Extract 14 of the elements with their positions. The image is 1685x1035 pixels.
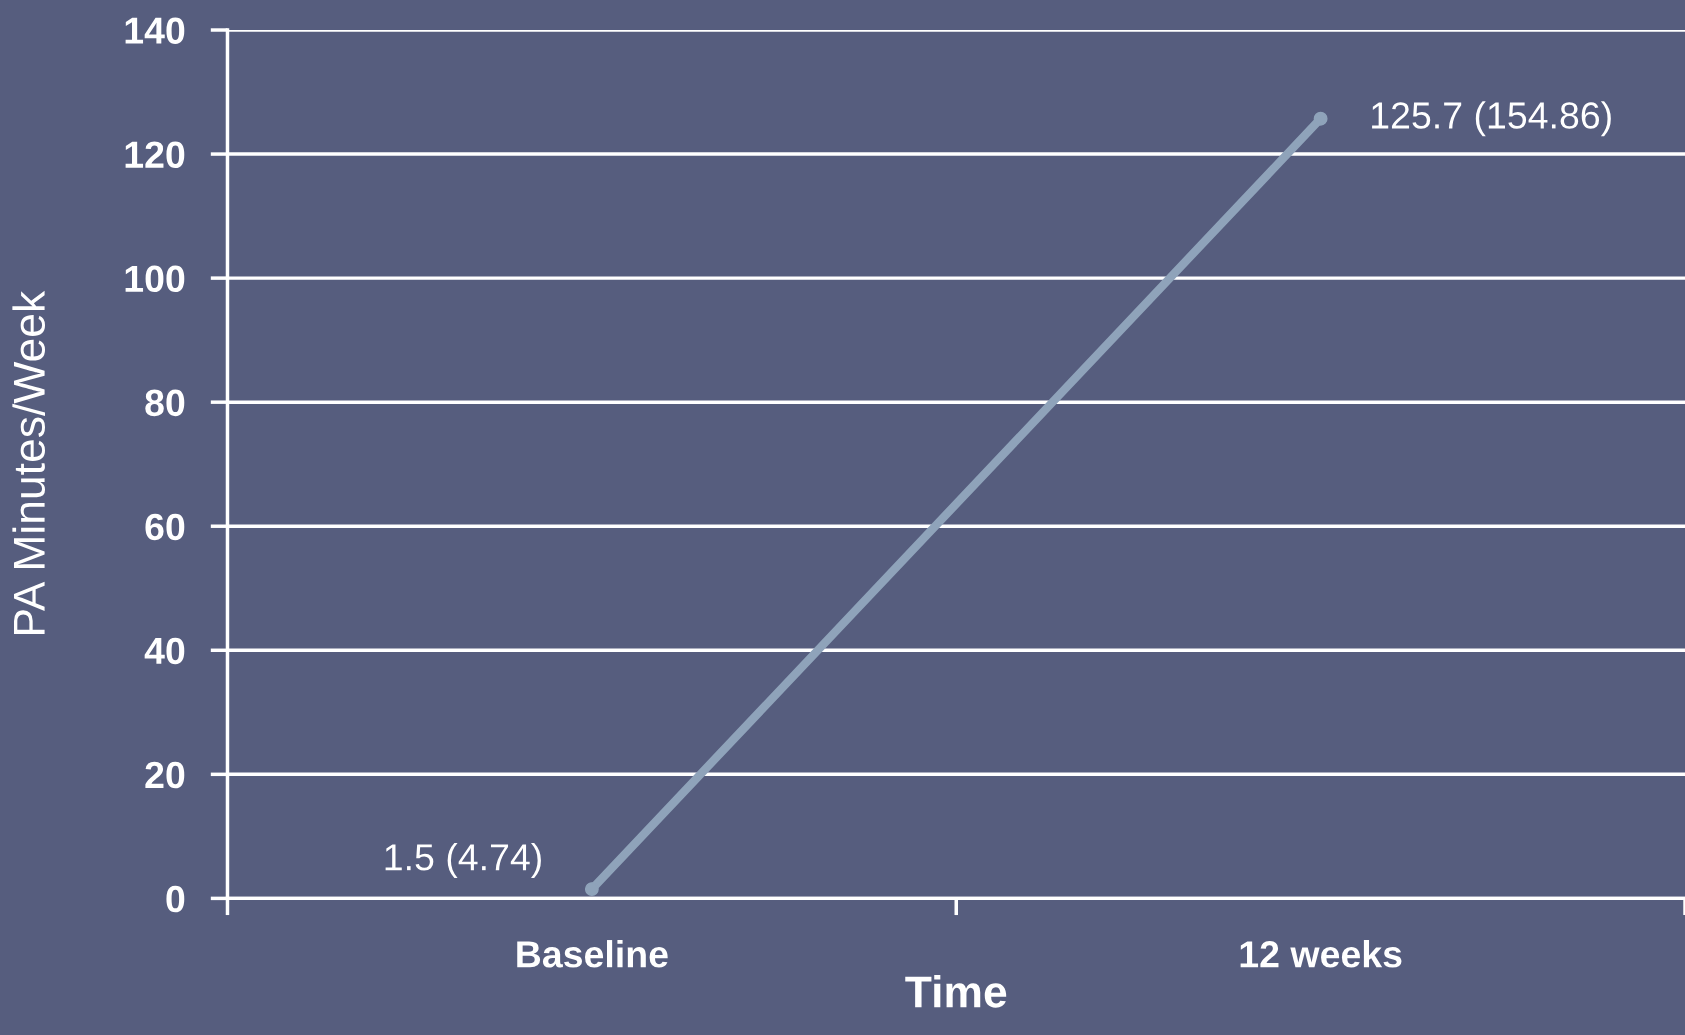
- x-axis-title: Time: [905, 975, 1007, 1008]
- y-axis-title: PA Minutes/Week: [12, 290, 46, 634]
- data-label: 125.7 (154.86): [1372, 101, 1611, 137]
- y-tick-label: 20: [145, 761, 185, 789]
- x-tick-label: 12 weeks: [1240, 940, 1402, 968]
- y-tick-label: 40: [144, 637, 185, 665]
- x-tick-label: Baseline: [517, 940, 668, 968]
- y-tick-label: 0: [166, 885, 185, 913]
- y-tick-label: 140: [125, 17, 185, 44]
- data-label: 1.5 (4.74): [385, 843, 541, 878]
- y-tick-label: 80: [145, 389, 185, 417]
- y-tick-label: 120: [125, 141, 185, 169]
- y-tick-label: 100: [125, 265, 185, 293]
- y-tick-label: 60: [145, 513, 185, 541]
